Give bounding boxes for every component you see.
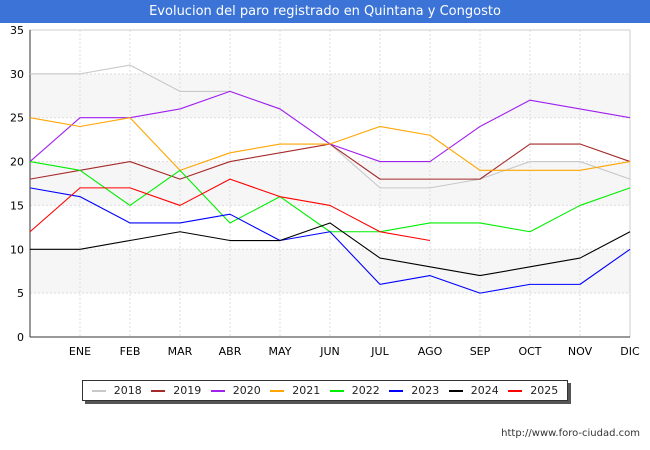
title-bar: Evolucion del paro registrado en Quintan… bbox=[0, 0, 650, 23]
legend-label: 2024 bbox=[470, 384, 499, 397]
x-tick-label: NOV bbox=[568, 345, 593, 358]
legend-item-2024: 2024 bbox=[448, 384, 499, 397]
y-tick-label: 30 bbox=[10, 68, 24, 81]
x-tick-label: JUL bbox=[370, 345, 389, 358]
x-tick-label: FEB bbox=[120, 345, 141, 358]
x-tick-label: JUN bbox=[319, 345, 340, 358]
legend-swatch bbox=[270, 389, 285, 392]
y-tick-label: 35 bbox=[10, 24, 24, 37]
chart-title: Evolucion del paro registrado en Quintan… bbox=[149, 4, 501, 19]
legend-item-2019: 2019 bbox=[151, 384, 201, 397]
legend-label: 2021 bbox=[292, 384, 321, 397]
x-tick-label: AGO bbox=[418, 345, 443, 358]
series-line-2024 bbox=[30, 222, 631, 277]
legend-label: 2018 bbox=[113, 384, 142, 397]
legend-label: 2019 bbox=[173, 384, 202, 397]
series-line-2023 bbox=[29, 187, 631, 294]
legend-label: 2022 bbox=[351, 384, 380, 397]
x-tick-label: MAR bbox=[168, 345, 193, 358]
series-line-2021 bbox=[29, 117, 631, 171]
series-line-2025 bbox=[29, 178, 431, 242]
legend-item-2023: 2023 bbox=[389, 384, 439, 397]
legend-swatch bbox=[91, 389, 106, 392]
chart-legend: 2018 2019 2020 2021 2022 2023 2024 2025 bbox=[82, 380, 568, 401]
x-tick-label: ENE bbox=[69, 345, 91, 358]
x-tick-label: ABR bbox=[219, 345, 242, 358]
legend-item-2020: 2020 bbox=[210, 384, 261, 397]
legend-item-2021: 2021 bbox=[270, 384, 320, 397]
source-credit: http://www.foro-ciudad.com bbox=[501, 428, 640, 439]
y-tick-label: 20 bbox=[10, 156, 24, 169]
y-tick-label: 25 bbox=[10, 112, 24, 125]
x-tick-label: MAY bbox=[269, 345, 292, 358]
legend-label: 2023 bbox=[411, 384, 440, 397]
y-tick-label: 5 bbox=[17, 287, 24, 300]
legend-swatch bbox=[508, 389, 523, 392]
legend-swatch bbox=[329, 389, 344, 392]
legend-item-2025: 2025 bbox=[508, 384, 558, 397]
y-tick-label: 15 bbox=[10, 199, 24, 212]
legend-swatch bbox=[151, 389, 166, 392]
legend-swatch bbox=[448, 389, 463, 392]
x-tick-label: SEP bbox=[470, 345, 491, 358]
y-tick-label: 0 bbox=[17, 331, 24, 344]
x-tick-label: OCT bbox=[518, 345, 541, 358]
legend-label: 2020 bbox=[232, 384, 261, 397]
legend-item-2018: 2018 bbox=[91, 384, 142, 397]
y-tick-label: 10 bbox=[10, 243, 24, 256]
legend-swatch bbox=[210, 389, 225, 392]
x-tick-label: DIC bbox=[620, 345, 640, 358]
legend-swatch bbox=[389, 389, 404, 392]
legend-label: 2025 bbox=[530, 384, 559, 397]
legend-item-2022: 2022 bbox=[329, 384, 380, 397]
